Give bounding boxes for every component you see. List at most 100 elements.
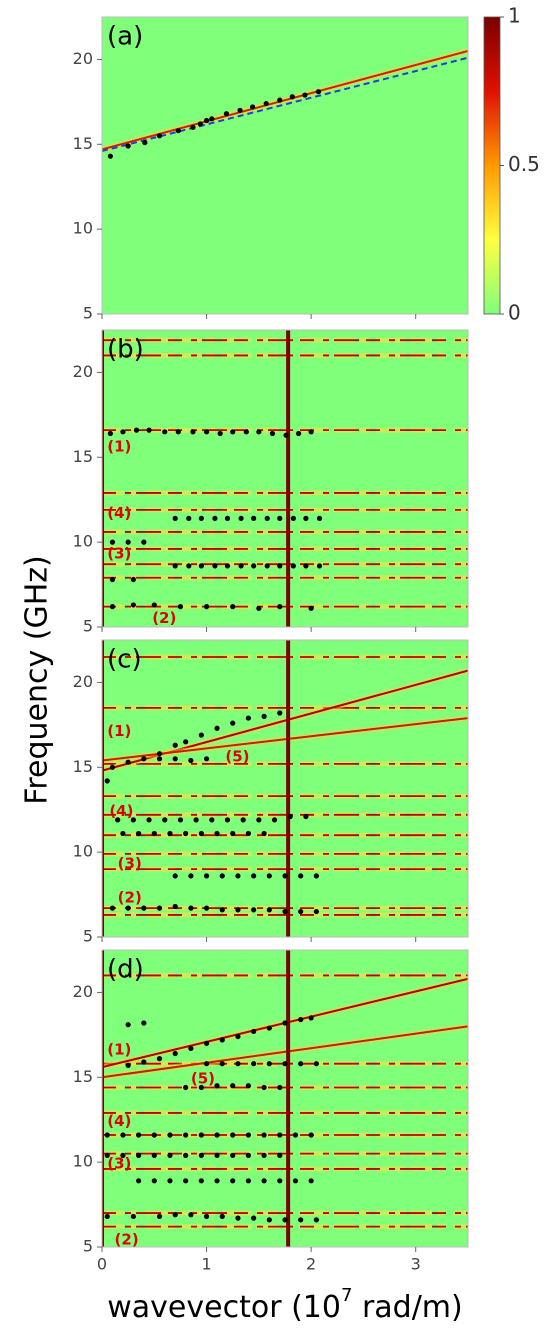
- data-point: [238, 563, 244, 569]
- data-point: [104, 1132, 110, 1138]
- mode-label: (2): [152, 609, 176, 627]
- data-point: [292, 1178, 299, 1184]
- data-point: [125, 143, 131, 149]
- y-tick-label: 5: [83, 617, 93, 636]
- data-point: [130, 1213, 136, 1220]
- data-point: [109, 539, 116, 545]
- y-tick-label: 15: [73, 447, 93, 466]
- plot-area: [102, 17, 468, 314]
- data-point: [251, 563, 257, 569]
- data-point: [136, 1152, 142, 1158]
- plot-area: [102, 640, 468, 937]
- mode-label: (4): [107, 1112, 131, 1130]
- data-point: [266, 873, 272, 879]
- data-point: [203, 604, 210, 610]
- data-point: [141, 905, 147, 911]
- data-point: [120, 1152, 126, 1158]
- data-point: [188, 1212, 194, 1218]
- data-point: [167, 1178, 173, 1184]
- data-point: [183, 1178, 189, 1184]
- data-point: [217, 430, 223, 437]
- data-point: [282, 873, 288, 879]
- mode-label: (4): [109, 802, 133, 820]
- data-point: [282, 1020, 288, 1026]
- plot-area: [102, 950, 468, 1247]
- data-point: [172, 742, 178, 748]
- data-point: [235, 907, 241, 913]
- data-point: [282, 1217, 288, 1223]
- y-tick-label: 15: [73, 1067, 93, 1086]
- data-point: [303, 515, 309, 521]
- y-tick-label: 20: [73, 672, 93, 691]
- data-point: [188, 757, 194, 764]
- data-point: [313, 1061, 319, 1067]
- data-point: [219, 1037, 225, 1043]
- data-point: [151, 602, 157, 608]
- data-point: [230, 720, 236, 726]
- data-point: [151, 1132, 157, 1138]
- data-point: [198, 563, 204, 569]
- data-point: [303, 563, 309, 569]
- data-point: [198, 515, 204, 521]
- data-point: [235, 1033, 241, 1040]
- data-point: [125, 759, 131, 765]
- data-point: [130, 602, 136, 608]
- data-point: [141, 1059, 147, 1065]
- data-point: [282, 908, 288, 915]
- data-point: [295, 430, 302, 437]
- data-point: [104, 778, 110, 784]
- data-point: [245, 830, 251, 837]
- data-point: [264, 515, 270, 521]
- data-point: [183, 1132, 189, 1138]
- data-point: [251, 1061, 257, 1067]
- axes-frame: [101, 329, 469, 628]
- data-point: [261, 1084, 267, 1091]
- data-point: [277, 563, 283, 569]
- data-point: [282, 1061, 288, 1067]
- data-point: [156, 1213, 163, 1220]
- data-point: [203, 1040, 210, 1046]
- colorbar-tick-label: 1: [508, 4, 521, 28]
- data-point: [230, 1152, 236, 1158]
- data-point: [183, 1152, 189, 1158]
- data-point: [277, 604, 283, 610]
- data-point: [266, 1217, 272, 1223]
- data-point: [219, 907, 225, 913]
- data-point: [156, 751, 163, 757]
- data-point: [245, 1132, 251, 1138]
- data-point: [142, 139, 148, 146]
- data-point: [162, 817, 168, 823]
- data-point: [290, 563, 296, 569]
- axes-frame: [101, 949, 469, 1248]
- panel-label: (c): [107, 645, 142, 675]
- data-point: [175, 429, 181, 435]
- data-point: [264, 563, 270, 569]
- data-point: [277, 1084, 283, 1091]
- data-point: [203, 756, 210, 762]
- data-point: [109, 905, 116, 911]
- data-point: [162, 429, 168, 435]
- data-point: [172, 873, 178, 879]
- data-point: [298, 1016, 304, 1023]
- mode-label: (4): [107, 504, 131, 522]
- data-point: [290, 515, 296, 521]
- x-tick-label: 0: [97, 1255, 107, 1274]
- y-tick-label: 20: [73, 362, 93, 381]
- data-point: [219, 1061, 225, 1067]
- data-point: [120, 429, 126, 435]
- data-point: [235, 873, 241, 879]
- data-point: [308, 1015, 314, 1021]
- data-point: [251, 515, 257, 521]
- data-point: [125, 539, 131, 545]
- data-point: [203, 905, 210, 911]
- y-tick-label: 10: [73, 1152, 93, 1171]
- mode-label: (5): [191, 1069, 215, 1087]
- data-point: [313, 908, 319, 915]
- mode-label: (3): [107, 1154, 131, 1172]
- data-point: [188, 873, 194, 879]
- data-point: [175, 128, 181, 134]
- data-point: [109, 764, 116, 770]
- data-point: [107, 430, 113, 437]
- data-point: [269, 430, 276, 437]
- data-point: [256, 605, 262, 611]
